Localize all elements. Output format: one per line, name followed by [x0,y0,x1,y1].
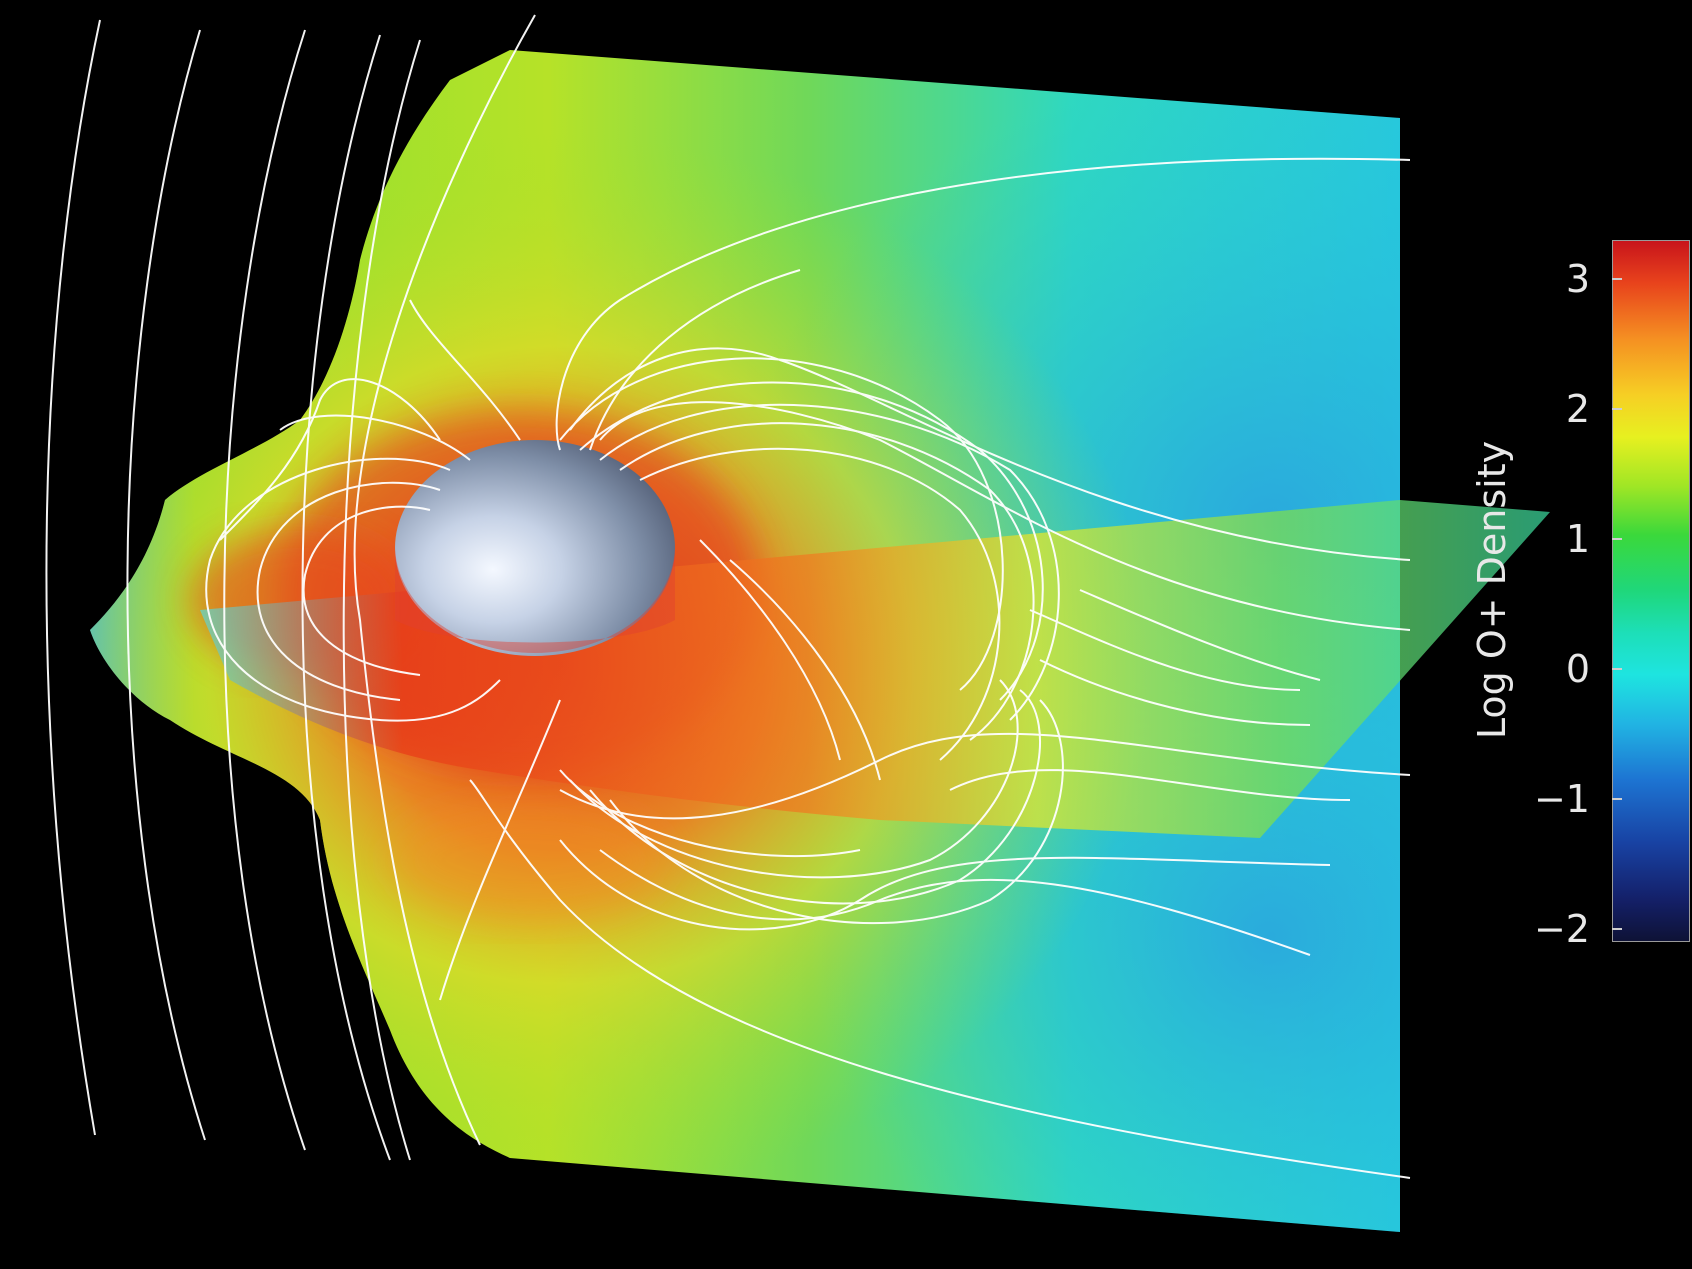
colorbar-tick [1612,668,1622,670]
colorbar-tick-label: −2 [1533,907,1590,951]
colorbar-tick [1612,538,1622,540]
colorbar-tick-label: 3 [1565,257,1590,301]
colorbar-tick-label: 2 [1565,387,1590,431]
planet-sphere [395,440,675,656]
colorbar-tick [1612,928,1622,930]
colorbar-tick-label: 1 [1565,517,1590,561]
colorbar-tick-label: −1 [1533,777,1590,821]
colorbar-tick-label: 0 [1565,647,1590,691]
colorbar [1612,240,1690,942]
magnetic-field-lines [45,14,1411,1179]
colorbar-tick [1612,798,1622,800]
colorbar-tick [1612,408,1622,410]
colorbar-title: Log O+ Density [1470,440,1514,740]
colorbar-tick [1612,278,1622,280]
